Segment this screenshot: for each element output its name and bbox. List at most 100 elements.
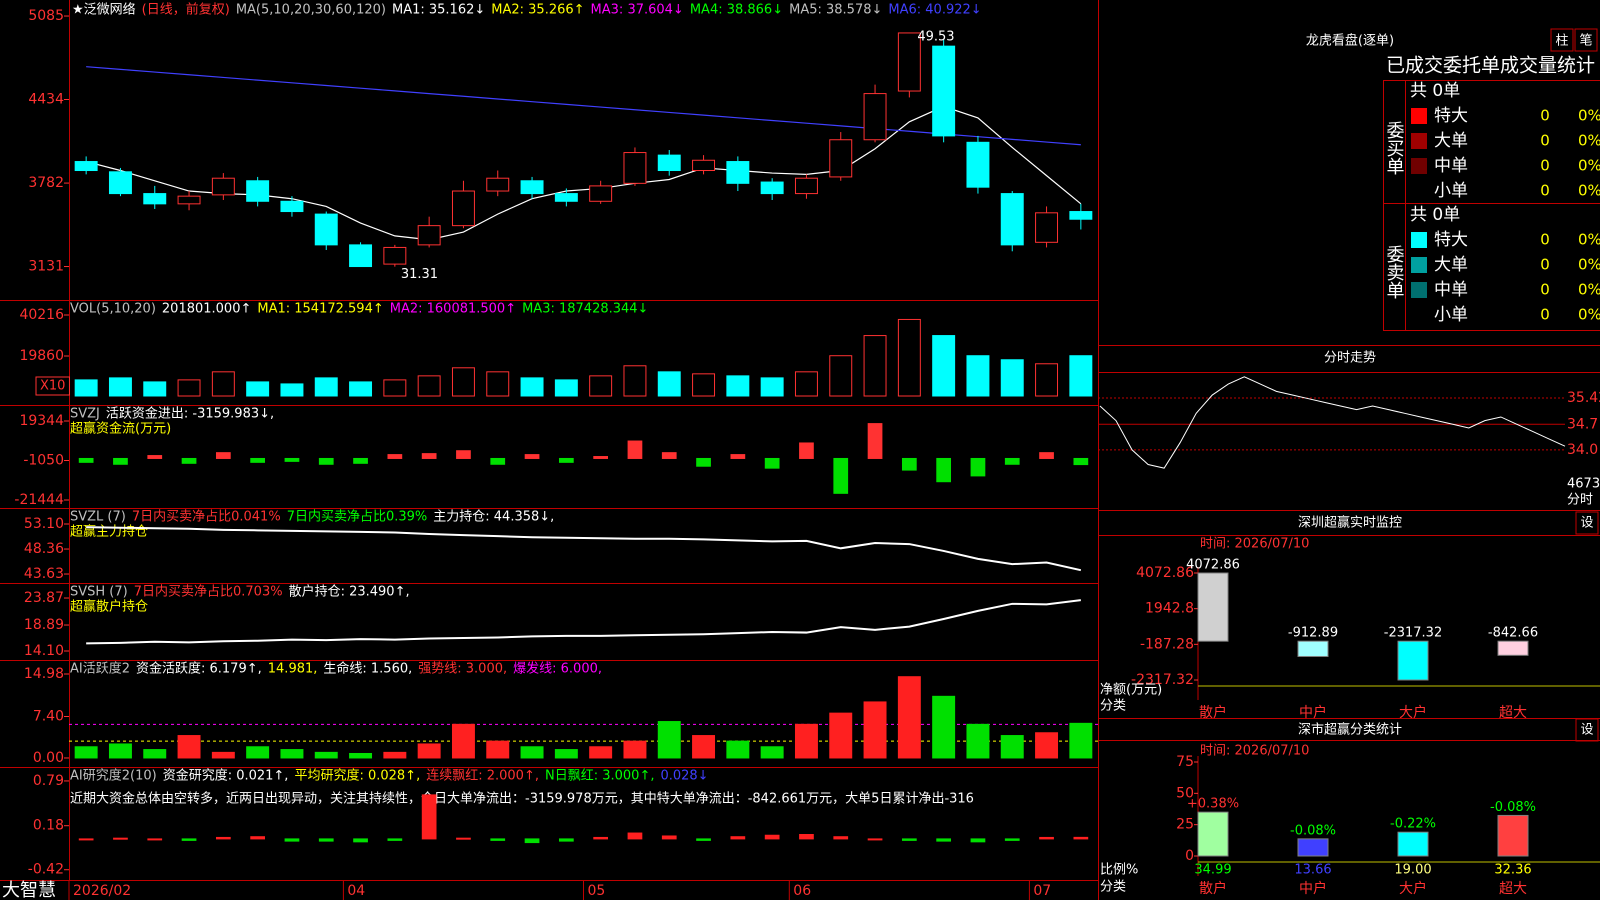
indicator-text: 资金活跃度: 6.179↑, xyxy=(136,661,262,677)
candle-body xyxy=(486,177,510,192)
bar xyxy=(215,452,231,459)
unit-box xyxy=(35,376,70,396)
bar xyxy=(143,381,167,397)
time-label: 时间: 2026/07/10 xyxy=(1200,537,1309,552)
line-series xyxy=(86,599,1081,645)
candle-body xyxy=(280,200,304,213)
button[interactable] xyxy=(1574,28,1598,52)
bar xyxy=(936,838,952,842)
indicator-text: 主力持仓: 44.358↓, xyxy=(433,510,554,525)
change-label: -0.08% xyxy=(1290,823,1336,838)
bar xyxy=(349,381,373,397)
bar xyxy=(593,456,609,459)
candle-body xyxy=(966,141,990,188)
bar xyxy=(696,838,711,841)
y-tick-label: 34.7 xyxy=(1567,416,1598,432)
row-label: 大单 xyxy=(1434,131,1468,151)
button-label[interactable]: 笔 xyxy=(1579,33,1592,49)
bar xyxy=(456,450,471,459)
side-label: 委买单 xyxy=(1384,121,1405,175)
bar xyxy=(593,836,609,840)
bar xyxy=(558,838,574,842)
y-tick-label: 50 xyxy=(1176,785,1194,801)
button[interactable] xyxy=(1575,511,1599,535)
bar xyxy=(74,746,98,759)
bar xyxy=(451,723,475,759)
category-label: 中户 xyxy=(1299,880,1327,897)
y-tick-label: -21444 xyxy=(14,492,64,508)
bar xyxy=(314,751,338,759)
bar xyxy=(794,371,818,397)
bar xyxy=(558,457,574,463)
volume-label: 4673 xyxy=(1567,477,1600,492)
button-label[interactable]: 柱 xyxy=(1555,34,1568,49)
button-label[interactable]: 设 xyxy=(1580,516,1593,531)
bar xyxy=(1004,457,1020,465)
unit-label: X10 xyxy=(40,379,65,394)
candle-body xyxy=(246,180,270,202)
change-label: -0.08% xyxy=(1490,800,1536,815)
indicator-text: MA1: 154172.594↑ xyxy=(257,302,383,317)
bar xyxy=(627,832,643,840)
bar xyxy=(970,457,986,477)
bar xyxy=(349,752,373,759)
candle-body xyxy=(897,32,921,92)
y-tick-label: 18.89 xyxy=(24,617,64,633)
bar xyxy=(692,735,716,759)
bar xyxy=(387,838,403,841)
color-swatch xyxy=(1411,257,1427,273)
bar xyxy=(799,834,814,840)
bar xyxy=(764,457,780,469)
bar xyxy=(318,838,334,842)
bar xyxy=(829,355,853,397)
button[interactable] xyxy=(1575,718,1599,742)
y-tick-label: 19860 xyxy=(19,348,64,364)
bar xyxy=(932,695,956,759)
bar xyxy=(901,838,917,841)
candle-body xyxy=(314,213,338,246)
bar xyxy=(833,457,849,494)
button-label[interactable]: 设 xyxy=(1580,723,1593,738)
bar xyxy=(623,365,647,397)
category-label: 大户 xyxy=(1399,704,1427,721)
panel-title: 深圳超赢实时监控 xyxy=(1298,515,1402,531)
bar xyxy=(421,453,437,459)
row-count: 0 xyxy=(1540,306,1550,324)
indicator-text: ★泛微网络 xyxy=(72,2,136,18)
panel-title: 龙虎看盘(逐单) xyxy=(1306,33,1394,49)
bar xyxy=(1497,640,1529,656)
category-label: 散户 xyxy=(1199,704,1227,721)
bar xyxy=(78,457,94,463)
bar xyxy=(970,838,986,843)
bar xyxy=(726,740,750,759)
value-label: 34.99 xyxy=(1194,863,1231,878)
candle-body xyxy=(692,159,716,172)
bar xyxy=(829,712,853,759)
x-tick-label: 04 xyxy=(347,883,365,899)
indicator-text: 201801.000↑ xyxy=(162,302,251,317)
bar xyxy=(554,749,578,759)
indicator-text: 0.028↓ xyxy=(660,769,708,784)
y-tick-label: 7.40 xyxy=(33,708,64,724)
ma-line xyxy=(85,105,1082,241)
row-count: 0 xyxy=(1540,157,1550,175)
indicator-text: 活跃资金进出: -3159.983↓, xyxy=(106,406,274,422)
button[interactable] xyxy=(1550,28,1574,52)
row-count: 0 xyxy=(1540,107,1550,125)
row-label: 中单 xyxy=(1434,156,1468,176)
indicator-text: MA2: 160081.500↑ xyxy=(390,302,516,317)
bar xyxy=(1297,640,1329,657)
row-label: 特大 xyxy=(1434,106,1468,126)
bar xyxy=(901,457,917,471)
candle-body xyxy=(1000,193,1024,246)
y-tick-label: -2317.32 xyxy=(1131,672,1194,688)
panel-subtitle: 超赢资金流(万元) xyxy=(70,421,171,437)
indicator-text: 散户持仓: 23.490↑, xyxy=(289,584,410,600)
bar xyxy=(936,457,952,483)
indicator-text: 爆发线: 6.000, xyxy=(513,661,602,677)
bar xyxy=(863,335,887,397)
x-tick-label: 05 xyxy=(588,883,606,899)
row-pct: 0% xyxy=(1578,107,1600,125)
bar xyxy=(657,371,681,397)
